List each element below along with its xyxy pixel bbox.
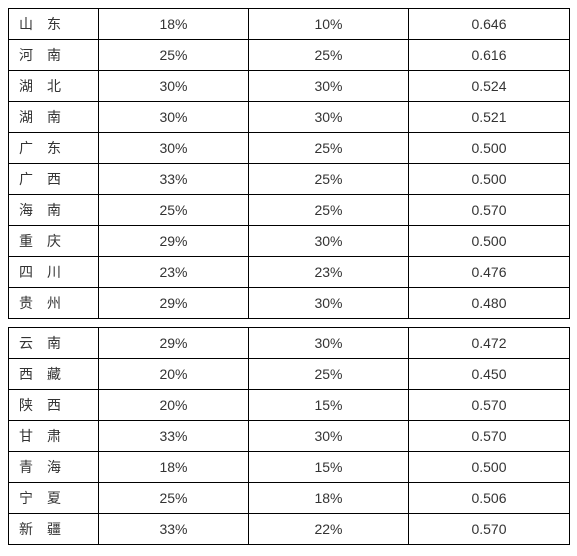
province-cell: 广东 [9, 133, 99, 164]
value-cell: 0.646 [409, 9, 570, 40]
value-cell: 33% [99, 514, 249, 545]
province-cell: 青海 [9, 452, 99, 483]
value-cell: 30% [99, 71, 249, 102]
table-row: 陕西20%15%0.570 [9, 390, 570, 421]
value-cell: 29% [99, 226, 249, 257]
table-1-body: 山东18%10%0.646河南25%25%0.616湖北30%30%0.524湖… [9, 9, 570, 319]
value-cell: 25% [249, 164, 409, 195]
value-cell: 0.500 [409, 164, 570, 195]
value-cell: 0.500 [409, 133, 570, 164]
value-cell: 0.570 [409, 421, 570, 452]
table-row: 新疆33%22%0.570 [9, 514, 570, 545]
province-cell: 湖北 [9, 71, 99, 102]
table-row: 广东30%25%0.500 [9, 133, 570, 164]
value-cell: 25% [249, 133, 409, 164]
value-cell: 0.570 [409, 390, 570, 421]
table-row: 山东18%10%0.646 [9, 9, 570, 40]
value-cell: 18% [99, 452, 249, 483]
province-cell: 西藏 [9, 359, 99, 390]
province-cell: 河南 [9, 40, 99, 71]
table-row: 海南25%25%0.570 [9, 195, 570, 226]
value-cell: 30% [249, 71, 409, 102]
value-cell: 25% [249, 40, 409, 71]
table-2-body: 云南29%30%0.472西藏20%25%0.450陕西20%15%0.570甘… [9, 328, 570, 545]
value-cell: 0.616 [409, 40, 570, 71]
value-cell: 29% [99, 288, 249, 319]
value-cell: 15% [249, 390, 409, 421]
value-cell: 25% [99, 40, 249, 71]
value-cell: 15% [249, 452, 409, 483]
table-row: 四川23%23%0.476 [9, 257, 570, 288]
value-cell: 0.570 [409, 195, 570, 226]
table-row: 湖北30%30%0.524 [9, 71, 570, 102]
value-cell: 30% [99, 133, 249, 164]
value-cell: 25% [99, 483, 249, 514]
value-cell: 29% [99, 328, 249, 359]
value-cell: 0.521 [409, 102, 570, 133]
value-cell: 0.500 [409, 226, 570, 257]
table-row: 宁夏25%18%0.506 [9, 483, 570, 514]
value-cell: 30% [249, 421, 409, 452]
province-cell: 宁夏 [9, 483, 99, 514]
value-cell: 0.476 [409, 257, 570, 288]
province-cell: 云南 [9, 328, 99, 359]
table-row: 河南25%25%0.616 [9, 40, 570, 71]
province-cell: 海南 [9, 195, 99, 226]
value-cell: 0.500 [409, 452, 570, 483]
table-row: 西藏20%25%0.450 [9, 359, 570, 390]
province-cell: 陕西 [9, 390, 99, 421]
value-cell: 25% [249, 359, 409, 390]
province-cell: 甘肃 [9, 421, 99, 452]
value-cell: 30% [249, 226, 409, 257]
value-cell: 18% [99, 9, 249, 40]
value-cell: 0.450 [409, 359, 570, 390]
value-cell: 33% [99, 164, 249, 195]
table-row: 贵州29%30%0.480 [9, 288, 570, 319]
value-cell: 23% [249, 257, 409, 288]
table-row: 广西33%25%0.500 [9, 164, 570, 195]
value-cell: 22% [249, 514, 409, 545]
province-cell: 湖南 [9, 102, 99, 133]
table-gap [8, 319, 569, 327]
value-cell: 25% [99, 195, 249, 226]
value-cell: 30% [249, 328, 409, 359]
value-cell: 0.472 [409, 328, 570, 359]
value-cell: 10% [249, 9, 409, 40]
province-cell: 贵州 [9, 288, 99, 319]
province-cell: 新疆 [9, 514, 99, 545]
value-cell: 30% [249, 288, 409, 319]
province-cell: 山东 [9, 9, 99, 40]
value-cell: 23% [99, 257, 249, 288]
table-row: 云南29%30%0.472 [9, 328, 570, 359]
value-cell: 0.570 [409, 514, 570, 545]
table-row: 重庆29%30%0.500 [9, 226, 570, 257]
table-row: 湖南30%30%0.521 [9, 102, 570, 133]
table-row: 甘肃33%30%0.570 [9, 421, 570, 452]
province-cell: 重庆 [9, 226, 99, 257]
value-cell: 0.506 [409, 483, 570, 514]
value-cell: 33% [99, 421, 249, 452]
data-table-1: 山东18%10%0.646河南25%25%0.616湖北30%30%0.524湖… [8, 8, 570, 319]
value-cell: 0.524 [409, 71, 570, 102]
value-cell: 20% [99, 390, 249, 421]
province-cell: 四川 [9, 257, 99, 288]
value-cell: 30% [99, 102, 249, 133]
data-table-2: 云南29%30%0.472西藏20%25%0.450陕西20%15%0.570甘… [8, 327, 570, 545]
value-cell: 30% [249, 102, 409, 133]
value-cell: 18% [249, 483, 409, 514]
province-cell: 广西 [9, 164, 99, 195]
value-cell: 20% [99, 359, 249, 390]
value-cell: 0.480 [409, 288, 570, 319]
value-cell: 25% [249, 195, 409, 226]
table-row: 青海18%15%0.500 [9, 452, 570, 483]
